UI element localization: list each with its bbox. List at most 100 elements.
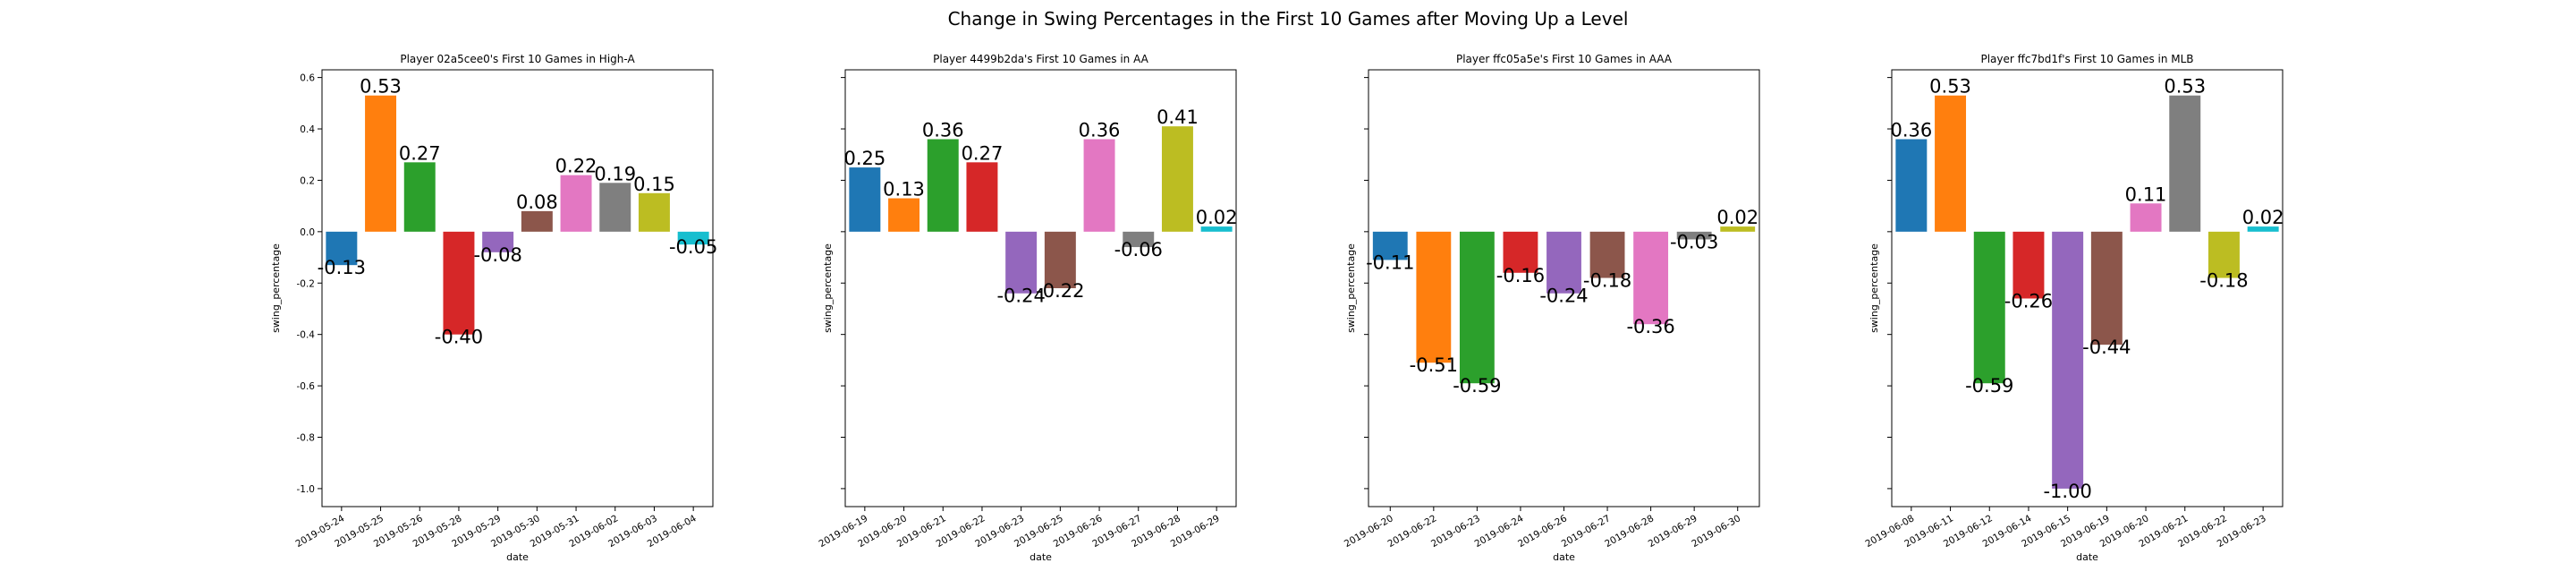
bar-value-label: 0.53 (2164, 76, 2206, 98)
bar (1503, 231, 1538, 273)
y-tick-label: 0.2 (300, 175, 315, 186)
bar-value-label: 0.53 (360, 76, 402, 98)
bar-value-label: 0.15 (633, 174, 675, 195)
bar (677, 231, 709, 245)
bar-value-label: 0.27 (399, 142, 441, 164)
figure-suptitle: Change in Swing Percentages in the First… (948, 8, 1629, 30)
bar (599, 183, 631, 232)
bar-value-label: -0.44 (2082, 337, 2131, 358)
bar (1676, 231, 1712, 240)
bar (1895, 139, 1928, 232)
bar-value-label: -0.40 (435, 327, 483, 348)
subplot-2: Player 4499b2da's First 10 Games in AA sw… (817, 53, 1237, 563)
bar (888, 198, 920, 232)
bar-value-label: -0.59 (1965, 375, 2013, 397)
bar-value-label: 0.53 (1929, 76, 1971, 98)
bar (1200, 226, 1233, 232)
bar-value-label: 0.02 (1196, 207, 1238, 228)
bar-value-label: -0.51 (1410, 354, 1458, 376)
bar (521, 210, 553, 232)
bar-value-label: -0.26 (2004, 290, 2053, 311)
bar-value-label: -0.05 (669, 236, 717, 258)
bar (1633, 231, 1669, 325)
x-axis-label: date (2076, 551, 2098, 563)
bar (326, 231, 358, 266)
bar (1935, 95, 1967, 232)
y-tick-label: -0.6 (297, 381, 316, 392)
bar-value-label: 0.36 (922, 120, 964, 141)
bar (365, 95, 397, 232)
bar (2207, 231, 2240, 278)
bar (482, 231, 514, 252)
bar-value-label: 0.08 (516, 192, 558, 213)
bar-value-label: 0.41 (1157, 107, 1199, 128)
bar-value-label: -0.08 (473, 244, 521, 266)
bar (927, 139, 959, 232)
y-tick-label: 0.6 (300, 73, 315, 84)
bar-value-label: -0.36 (1626, 316, 1674, 337)
bar (638, 192, 670, 232)
bar (443, 231, 475, 335)
axes-frame (844, 69, 1237, 508)
bar-value-label: 0.02 (1716, 207, 1758, 228)
bar (849, 167, 881, 232)
bar-value-label: 0.27 (962, 142, 1004, 164)
subplot-title: Player 02a5cee0's First 10 Games in High… (400, 53, 635, 65)
y-tick-label: 0.4 (300, 124, 315, 135)
x-axis-label: date (1553, 551, 1575, 563)
bar (2247, 226, 2279, 232)
bar-value-label: -0.18 (2199, 270, 2248, 292)
x-axis-label: date (1030, 551, 1052, 563)
y-tick-label: -0.8 (297, 432, 316, 443)
y-tick-label: -1.0 (297, 484, 316, 495)
subplot-title: Player ffc05a5e's First 10 Games in AAA (1456, 53, 1673, 65)
bar (2090, 231, 2123, 345)
bar-value-label: -0.18 (1583, 270, 1631, 292)
bar (2169, 95, 2201, 232)
axes-frame (1368, 69, 1760, 508)
bar-value-label: 0.02 (2242, 207, 2284, 228)
bar (1459, 231, 1495, 384)
bar-value-label: 0.11 (2125, 183, 2167, 205)
bar-value-label: 0.19 (594, 163, 636, 184)
bar (2052, 231, 2084, 489)
bar-value-label: 0.25 (843, 148, 886, 169)
bar (1416, 231, 1452, 363)
bar (1589, 231, 1625, 278)
bar (2130, 203, 2162, 232)
subplot-title: Player 4499b2da's First 10 Games in AA (933, 53, 1149, 65)
bar-value-label: -0.13 (318, 257, 366, 278)
bar (1083, 139, 1115, 232)
y-axis-label: swing_percentage (1868, 243, 1880, 333)
bar (1123, 231, 1155, 248)
bar (560, 175, 592, 232)
bar (966, 162, 998, 232)
bar-value-label: -0.24 (1539, 286, 1588, 307)
bar (1005, 231, 1038, 294)
x-axis-label: date (506, 551, 529, 563)
bar-value-label: 0.36 (1890, 120, 1932, 141)
bar-value-label: -1.00 (2043, 481, 2091, 502)
y-axis-label: swing_percentage (270, 243, 282, 333)
y-tick-label: -0.4 (297, 330, 316, 341)
bar (1044, 231, 1076, 288)
bar (1720, 226, 1756, 232)
axes-frame (321, 69, 714, 508)
bar-value-label: -0.03 (1670, 231, 1718, 252)
bar (2012, 231, 2045, 299)
bar (1372, 231, 1408, 260)
bar (403, 162, 436, 232)
bar (1546, 231, 1581, 294)
y-axis-label: swing_percentage (1345, 243, 1357, 333)
bar-value-label: -0.16 (1496, 265, 1545, 286)
bar-value-label: 0.22 (555, 156, 597, 177)
y-tick-label: 0.0 (300, 227, 315, 238)
bar-value-label: -0.11 (1366, 252, 1414, 273)
bar-value-label: -0.22 (1036, 280, 1084, 302)
bar-value-label: 0.36 (1079, 120, 1121, 141)
bar (1161, 126, 1193, 232)
axes-frame (1891, 69, 2284, 508)
bar (1973, 231, 2005, 384)
